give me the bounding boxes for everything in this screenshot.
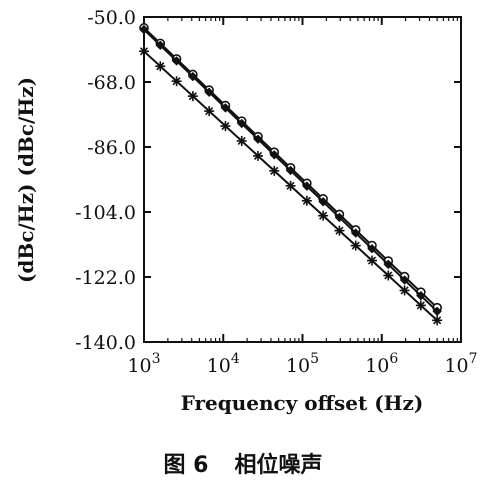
y-tick-label: -122.0: [75, 267, 136, 289]
y-tick-label: -86.0: [87, 137, 136, 159]
marker-star: [220, 121, 231, 132]
y-tick-label: -50.0: [87, 7, 136, 29]
y-axis-ticks: -50.0 -68.0 -86.0 -104.0 -122.0 -140.0: [75, 7, 461, 354]
marker-star: [253, 150, 264, 161]
marker-star: [285, 180, 296, 191]
series-layer: [139, 23, 443, 326]
marker-diamond: [237, 118, 247, 129]
marker-diamond: [367, 244, 377, 254]
x-axis-ticks: 103 104 105 106 107: [127, 17, 478, 377]
y-axis-label: (dBc/Hz) (dBc/Hz): [14, 77, 38, 283]
marker-diamond: [188, 71, 198, 82]
marker-star: [187, 91, 198, 102]
marker-diamond: [318, 197, 328, 207]
marker-star: [139, 46, 149, 57]
marker-diamond: [351, 228, 361, 238]
x-tick-label: 104: [207, 351, 240, 377]
marker-star: [350, 240, 361, 251]
marker-star: [155, 61, 166, 72]
marker-star: [269, 165, 280, 176]
y-tick-label: -140.0: [75, 332, 136, 354]
y-tick-label: -104.0: [75, 202, 136, 224]
marker-star: [367, 255, 378, 266]
marker-star: [204, 106, 215, 117]
marker-star: [318, 210, 329, 221]
marker-diamond: [383, 259, 393, 270]
marker-diamond: [139, 24, 149, 35]
figure-caption: 图 6 相位噪声: [0, 447, 486, 479]
marker-diamond: [416, 290, 426, 301]
figure-number: 图 6: [163, 453, 209, 478]
marker-diamond: [171, 56, 182, 66]
marker-diamond: [334, 212, 345, 223]
x-tick-label: 103: [127, 351, 160, 377]
marker-star: [171, 76, 182, 87]
marker-diamond: [399, 275, 410, 285]
marker-star: [415, 300, 426, 311]
marker-star: [399, 285, 410, 296]
marker-diamond: [302, 181, 312, 191]
x-tick-label: 106: [365, 351, 398, 377]
marker-diamond: [220, 103, 231, 113]
marker-star: [301, 195, 312, 206]
x-tick-label: 107: [444, 351, 477, 377]
x-axis-label: Frequency offset (Hz): [181, 391, 424, 415]
marker-diamond: [285, 165, 296, 176]
y-tick-label: -68.0: [87, 72, 136, 94]
marker-diamond: [204, 87, 214, 97]
marker-diamond: [269, 150, 279, 160]
figure-title: 相位噪声: [234, 453, 323, 478]
marker-diamond: [155, 40, 165, 50]
marker-star: [236, 135, 247, 146]
x-tick-label: 105: [286, 351, 319, 377]
marker-diamond: [253, 134, 263, 144]
marker-star: [432, 315, 443, 326]
marker-star: [334, 225, 345, 236]
marker-diamond: [432, 306, 442, 317]
marker-star: [383, 270, 394, 281]
